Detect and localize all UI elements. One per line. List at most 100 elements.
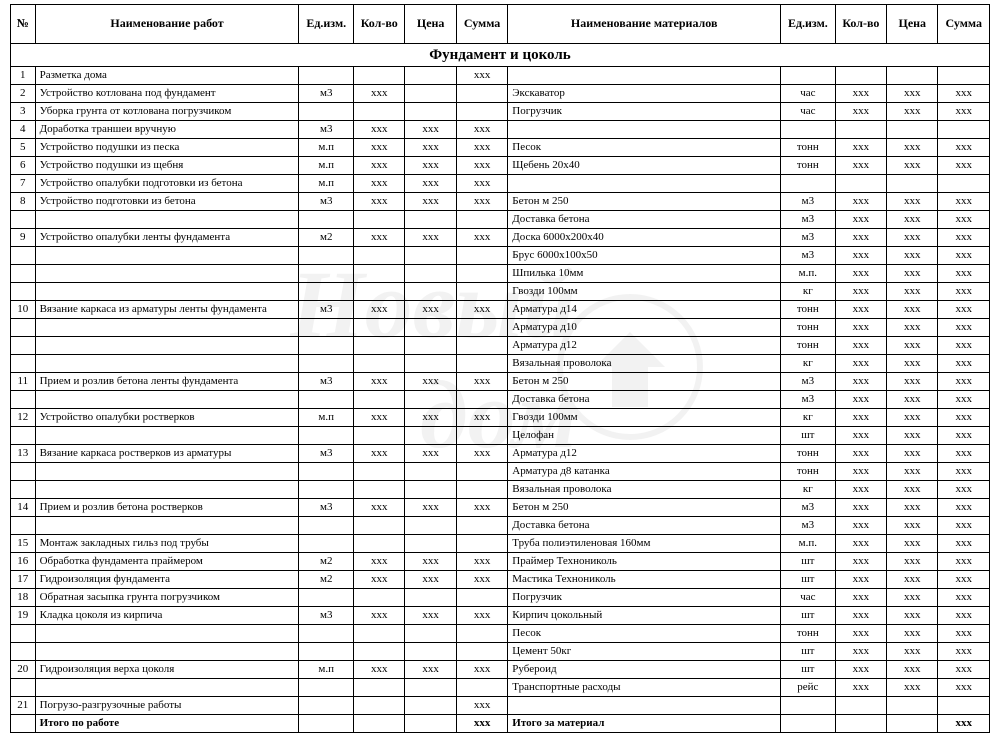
cell-u1 bbox=[299, 589, 354, 607]
cell-mat: Вязальная проволока bbox=[508, 481, 781, 499]
cell-s1 bbox=[456, 247, 507, 265]
cell-mat: Щебень 20х40 bbox=[508, 157, 781, 175]
cell-u1: м3 bbox=[299, 499, 354, 517]
cell-u2: м.п. bbox=[781, 265, 836, 283]
col-sum2: Сумма bbox=[938, 5, 990, 44]
cell-p2 bbox=[887, 67, 938, 85]
cell-s2: xxx bbox=[938, 589, 990, 607]
totals-blank-u2 bbox=[781, 715, 836, 733]
cell-s1 bbox=[456, 85, 507, 103]
totals-blank-p1 bbox=[405, 715, 456, 733]
cell-work: Погрузо-разгрузочные работы bbox=[35, 697, 299, 715]
cell-work: Устройство опалубки подготовки из бетона bbox=[35, 175, 299, 193]
cell-n: 3 bbox=[11, 103, 36, 121]
cell-s1 bbox=[456, 679, 507, 697]
cell-u2: час bbox=[781, 85, 836, 103]
cell-s2: xxx bbox=[938, 139, 990, 157]
cell-s2: xxx bbox=[938, 211, 990, 229]
cell-p2: xxx bbox=[887, 301, 938, 319]
cell-q1 bbox=[354, 589, 405, 607]
cell-q1: xxx bbox=[354, 175, 405, 193]
totals-blank-u1 bbox=[299, 715, 354, 733]
cell-work: Гидроизоляция верха цоколя bbox=[35, 661, 299, 679]
cell-s2: xxx bbox=[938, 481, 990, 499]
cell-q2: xxx bbox=[835, 625, 886, 643]
cell-q1 bbox=[354, 625, 405, 643]
cell-work: Прием и розлив бетона ленты фундамента bbox=[35, 373, 299, 391]
cell-u1 bbox=[299, 679, 354, 697]
table-row: 14Прием и розлив бетона ростверковм3xxxx… bbox=[11, 499, 990, 517]
cell-work: Устройство подготовки из бетона bbox=[35, 193, 299, 211]
cell-s1: xxx bbox=[456, 121, 507, 139]
table-row: Арматура д8 катанкатоннxxxxxxxxx bbox=[11, 463, 990, 481]
cell-n bbox=[11, 265, 36, 283]
cell-s2: xxx bbox=[938, 391, 990, 409]
cell-p2: xxx bbox=[887, 319, 938, 337]
cell-s2: xxx bbox=[938, 445, 990, 463]
cell-n bbox=[11, 355, 36, 373]
col-qty1: Кол-во bbox=[354, 5, 405, 44]
col-price2: Цена bbox=[887, 5, 938, 44]
cell-p2: xxx bbox=[887, 607, 938, 625]
cell-q2: xxx bbox=[835, 139, 886, 157]
table-row: Вязальная проволокакгxxxxxxxxx bbox=[11, 355, 990, 373]
cell-work: Прием и розлив бетона ростверков bbox=[35, 499, 299, 517]
cell-p1 bbox=[405, 355, 456, 373]
cell-s2: xxx bbox=[938, 463, 990, 481]
cell-p1 bbox=[405, 337, 456, 355]
cell-u2: рейс bbox=[781, 679, 836, 697]
header-row: № Наименование работ Ед.изм. Кол-во Цена… bbox=[11, 5, 990, 44]
cell-work bbox=[35, 481, 299, 499]
cell-u1: м3 bbox=[299, 373, 354, 391]
cell-u2: тонн bbox=[781, 139, 836, 157]
totals-blank-num bbox=[11, 715, 36, 733]
cell-s2: xxx bbox=[938, 517, 990, 535]
cell-q1 bbox=[354, 67, 405, 85]
cell-mat: Экскаватор bbox=[508, 85, 781, 103]
table-row: Арматура д12тоннxxxxxxxxx bbox=[11, 337, 990, 355]
cell-s1 bbox=[456, 427, 507, 445]
cell-s1 bbox=[456, 643, 507, 661]
cell-q1 bbox=[354, 463, 405, 481]
totals-material-label: Итого за материал bbox=[508, 715, 781, 733]
cell-s2 bbox=[938, 121, 990, 139]
table-row: Брус 6000х100х50м3xxxxxxxxx bbox=[11, 247, 990, 265]
cell-p1: xxx bbox=[405, 139, 456, 157]
cell-q1 bbox=[354, 265, 405, 283]
cell-p2: xxx bbox=[887, 157, 938, 175]
cell-u2: м3 bbox=[781, 499, 836, 517]
cell-p1: xxx bbox=[405, 445, 456, 463]
cell-u2: тонн bbox=[781, 625, 836, 643]
cell-q2: xxx bbox=[835, 283, 886, 301]
cell-p1 bbox=[405, 535, 456, 553]
cell-p1 bbox=[405, 247, 456, 265]
cell-p2: xxx bbox=[887, 445, 938, 463]
cell-n: 4 bbox=[11, 121, 36, 139]
cell-p1 bbox=[405, 589, 456, 607]
cell-u1 bbox=[299, 643, 354, 661]
cell-u2: кг bbox=[781, 409, 836, 427]
cell-p1: xxx bbox=[405, 121, 456, 139]
cell-n bbox=[11, 211, 36, 229]
table-row: 1Разметка домаxxx bbox=[11, 67, 990, 85]
cell-n bbox=[11, 625, 36, 643]
cell-p1: xxx bbox=[405, 193, 456, 211]
cell-mat: Погрузчик bbox=[508, 103, 781, 121]
cell-mat bbox=[508, 697, 781, 715]
cell-work: Разметка дома bbox=[35, 67, 299, 85]
totals-blank-p2 bbox=[887, 715, 938, 733]
cell-work bbox=[35, 427, 299, 445]
cell-p2: xxx bbox=[887, 481, 938, 499]
cell-mat: Брус 6000х100х50 bbox=[508, 247, 781, 265]
cell-s1 bbox=[456, 535, 507, 553]
cell-s1: xxx bbox=[456, 553, 507, 571]
cell-n bbox=[11, 247, 36, 265]
cell-p2: xxx bbox=[887, 409, 938, 427]
cell-s1: xxx bbox=[456, 139, 507, 157]
cell-mat: Песок bbox=[508, 139, 781, 157]
cell-u2: м3 bbox=[781, 373, 836, 391]
cell-mat: Вязальная проволока bbox=[508, 355, 781, 373]
cell-u2 bbox=[781, 67, 836, 85]
cell-mat: Арматура д8 катанка bbox=[508, 463, 781, 481]
cell-s2: xxx bbox=[938, 319, 990, 337]
